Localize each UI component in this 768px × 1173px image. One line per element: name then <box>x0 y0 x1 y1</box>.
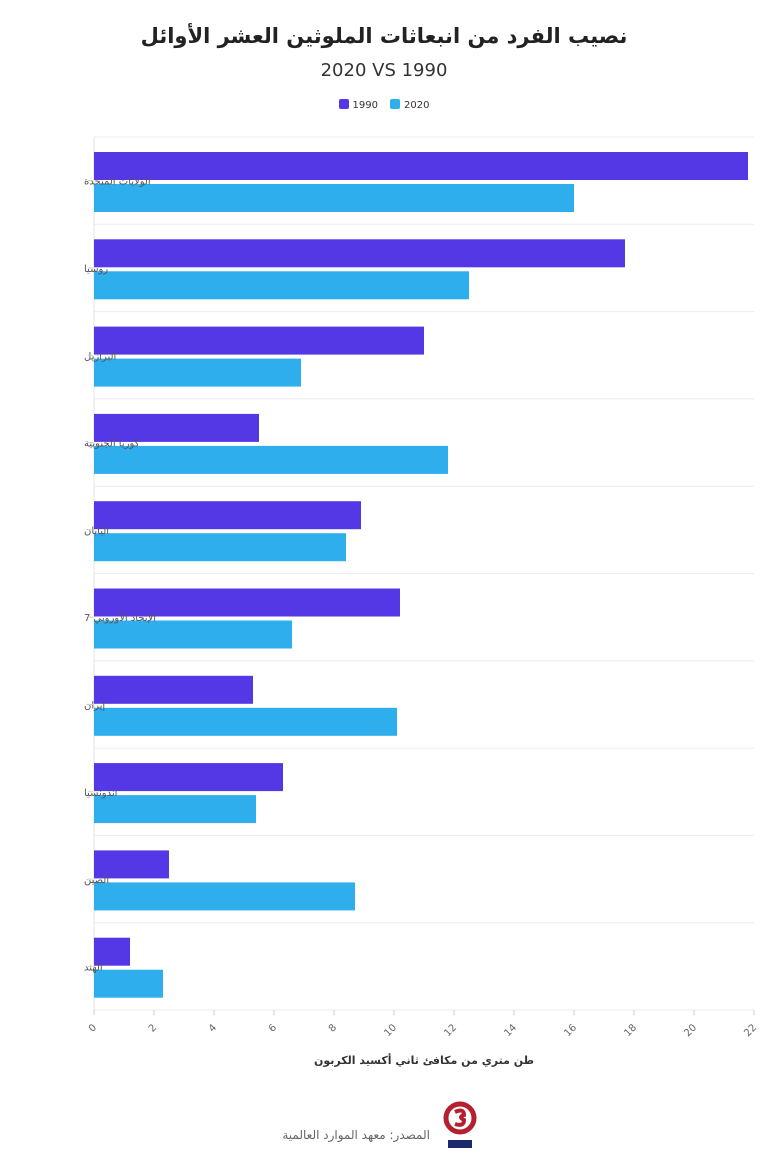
bar-1990[interactable] <box>94 501 361 530</box>
bar-1990[interactable] <box>94 850 169 879</box>
bar-2020[interactable] <box>94 882 355 911</box>
bar-1990[interactable] <box>94 588 400 617</box>
y-tick-label: اليابان <box>84 526 109 537</box>
x-tick-label: 6 <box>267 1022 279 1034</box>
chart-subtitle: 2020 VS 1990 <box>320 60 448 81</box>
x-axis-title: طن متري من مكافئ ثاني أكسيد الكربون <box>313 1054 535 1067</box>
y-tick-label: روسيا <box>84 264 108 275</box>
x-tick-label: 10 <box>382 1022 399 1039</box>
bar-2020[interactable] <box>94 969 163 998</box>
bar-2020[interactable] <box>94 358 301 387</box>
x-tick-label: 22 <box>742 1022 759 1039</box>
legend-item-1990[interactable]: 1990 <box>338 99 378 111</box>
source-note: المصدر: معهد الموارد العالمية <box>282 1128 430 1142</box>
bar-2020[interactable] <box>94 271 469 300</box>
legend-label: 1990 <box>352 100 378 111</box>
y-tick-label: الصين <box>84 875 109 886</box>
y-tick-label: كوريا الجنوبية <box>84 439 140 450</box>
legend-item-2020[interactable]: 2020 <box>390 99 429 111</box>
bar-2020[interactable] <box>94 707 397 736</box>
bar-1990[interactable] <box>94 152 748 180</box>
bar-2020[interactable] <box>94 533 346 562</box>
bar-2020[interactable] <box>94 795 256 824</box>
chart-title: نصيب الفرد من انبعاثات الملوثين العشر ال… <box>140 24 628 48</box>
x-tick-label: 0 <box>87 1022 99 1034</box>
legend: 1990 2020 <box>0 99 768 111</box>
bar-1990[interactable] <box>94 937 130 966</box>
bar-1990[interactable] <box>94 326 424 355</box>
bar-2020[interactable] <box>94 620 292 649</box>
bar-1990[interactable] <box>94 763 283 792</box>
x-tick-label: 18 <box>622 1022 639 1039</box>
y-tick-label: اندونسيا <box>84 788 117 799</box>
x-tick-label: 8 <box>327 1022 339 1034</box>
y-tick-label: إيران <box>84 700 105 711</box>
y-tick-label: الولايات المتحدة <box>84 177 151 188</box>
bar-1990[interactable] <box>94 413 259 442</box>
bar-2020[interactable] <box>94 184 574 212</box>
bar-2020[interactable] <box>94 445 448 474</box>
legend-swatch <box>338 99 349 109</box>
y-tick-label: الهند <box>84 962 103 973</box>
x-tick-label: 12 <box>442 1022 459 1039</box>
bar-1990[interactable] <box>94 239 625 268</box>
x-tick-label: 4 <box>207 1022 219 1034</box>
x-tick-label: 20 <box>682 1022 699 1039</box>
legend-label: 2020 <box>404 100 430 111</box>
y-tick-label: الإتحاد الأوروبي 7 <box>84 611 156 624</box>
logo <box>443 1101 477 1148</box>
plot-area: الولايات المتحدة روسيا البرازيل كوريا الجنو… <box>84 136 759 1039</box>
y-tick-label: البرازيل <box>84 351 116 362</box>
x-tick-label: 2 <box>147 1022 159 1034</box>
x-tick-label: 14 <box>502 1022 519 1039</box>
legend-swatch <box>390 99 400 109</box>
x-tick-label: 16 <box>562 1022 579 1039</box>
bar-1990[interactable] <box>94 675 253 704</box>
